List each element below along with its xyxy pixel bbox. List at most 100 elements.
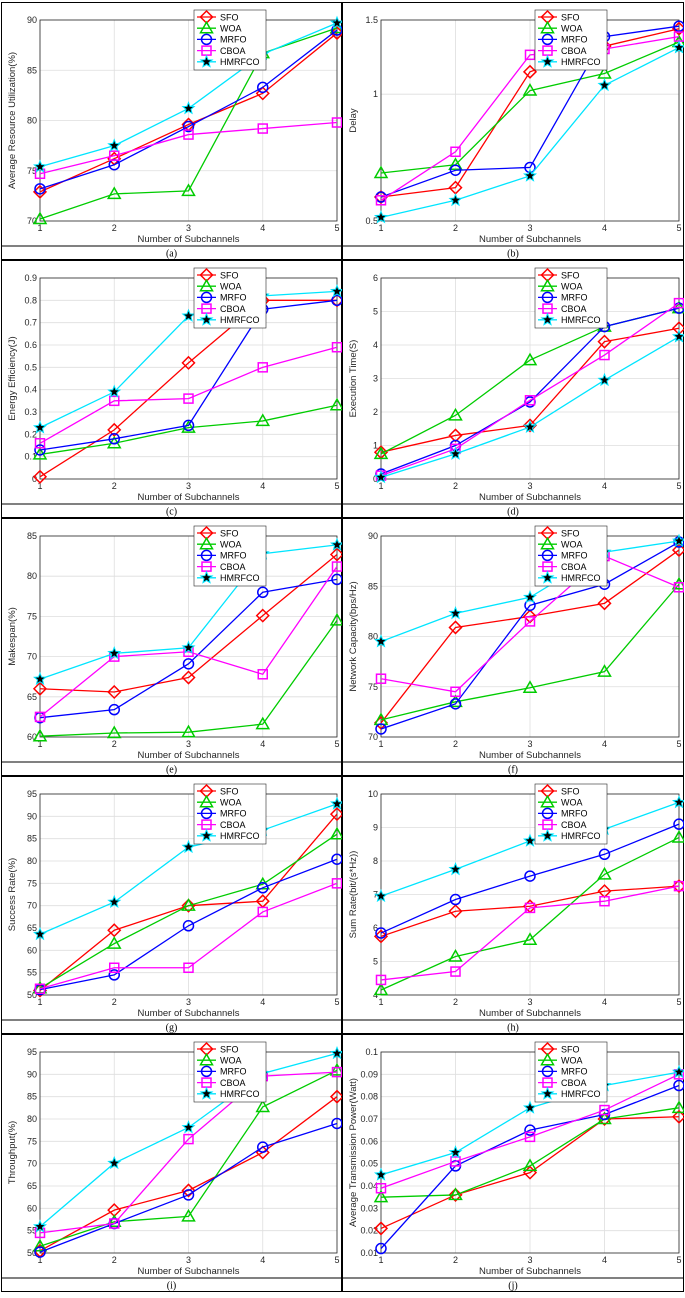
data-point-hmrfco <box>32 926 48 941</box>
legend-label-woa: WOA <box>561 540 583 550</box>
axes-box <box>380 277 680 480</box>
y-tick-label: 0.6 <box>24 340 37 350</box>
y-tick-label: 0.08 <box>360 1092 378 1102</box>
legend-label-hmrfco: HMRFCO <box>220 831 260 841</box>
legend-label-woa: WOA <box>220 1056 242 1066</box>
y-tick-label: 85 <box>368 581 378 591</box>
x-tick-label: 1 <box>378 739 383 749</box>
legend-label-hmrfco: HMRFCO <box>561 315 601 325</box>
y-axis-label: Network Capacity(bps/Hz) <box>348 581 359 691</box>
data-point-woa <box>522 83 538 96</box>
legend-marker-woa <box>540 1052 555 1066</box>
data-point-cboa <box>109 962 120 974</box>
series-line-mrfo <box>39 1122 338 1253</box>
legend-label-woa: WOA <box>220 24 242 34</box>
data-point-mrfo <box>449 164 462 176</box>
legend-marker-hmrfco <box>199 570 214 584</box>
series-line-sfo <box>380 1116 680 1230</box>
data-point-woa <box>32 728 48 742</box>
data-point-cboa <box>450 146 461 158</box>
x-tick-label: 2 <box>453 1255 458 1265</box>
panel-border <box>1 260 342 518</box>
data-point-cboa <box>331 878 342 889</box>
x-tick-label: 4 <box>260 223 265 233</box>
legend-marker-mrfo <box>200 807 213 820</box>
data-point-cboa <box>257 906 268 918</box>
x-tick-label: 1 <box>37 223 42 233</box>
data-point-woa <box>106 936 122 949</box>
legend-marker-woa <box>540 278 555 292</box>
series-line-cboa <box>39 566 338 718</box>
data-point-hmrfco <box>329 796 342 810</box>
data-point-woa <box>448 948 463 962</box>
data-point-sfo <box>329 547 342 562</box>
series-line-woa <box>380 1107 680 1198</box>
data-point-cboa <box>375 1182 387 1194</box>
data-point-mrfo <box>598 848 611 861</box>
panel-caption: (d) <box>507 507 519 518</box>
data-point-cboa <box>599 1104 610 1116</box>
x-tick-label: 4 <box>260 481 265 491</box>
series-mrfo <box>375 818 684 939</box>
series-line-woa <box>380 836 680 991</box>
legend-label-cboa: CBOA <box>220 1078 246 1088</box>
series-sfo <box>32 547 342 700</box>
data-point-hmrfco <box>373 469 389 484</box>
data-point-hmrfco <box>329 1045 342 1060</box>
legend-marker-mrfo <box>541 33 554 46</box>
x-tick-label: 4 <box>602 223 607 233</box>
data-point-sfo <box>181 898 196 913</box>
data-point-hmrfco <box>448 862 463 876</box>
series-line-woa <box>39 1069 338 1247</box>
data-point-mrfo <box>182 658 195 670</box>
legend-label-hmrfco: HMRFCO <box>561 573 601 583</box>
x-tick-label: 2 <box>112 223 117 233</box>
x-axis-label: Number of Subchannels <box>479 1266 581 1277</box>
panel-caption: (h) <box>507 1023 519 1034</box>
x-tick-labels: 1 2 3 4 5 <box>378 1255 681 1265</box>
series-line-mrfo <box>380 307 680 475</box>
x-tick-label: 3 <box>527 997 532 1007</box>
data-point-hmrfco <box>522 419 538 434</box>
series-line-mrfo <box>380 1084 680 1249</box>
data-point-cboa <box>109 395 120 407</box>
data-point-mrfo <box>257 882 269 894</box>
panel-border <box>1 1034 342 1292</box>
data-point-cboa <box>524 395 536 406</box>
data-point-mrfo <box>257 81 269 94</box>
data-point-hmrfco <box>181 308 196 322</box>
legend-label-cboa: CBOA <box>561 820 587 830</box>
legend-label-mrfo: MRFO <box>220 293 247 303</box>
y-tick-label: 55 <box>27 968 37 978</box>
legend-label-woa: WOA <box>561 798 583 808</box>
series-hmrfco <box>373 40 684 224</box>
series-line-cboa <box>380 35 680 201</box>
series-line-cboa <box>39 1071 338 1234</box>
data-point-hmrfco <box>522 833 538 847</box>
series-line-woa <box>39 27 338 220</box>
y-tick-label: 50 <box>27 990 37 1000</box>
data-point-woa <box>181 183 196 197</box>
x-tick-label: 5 <box>334 481 339 491</box>
x-tick-label: 3 <box>186 739 191 749</box>
y-tick-labels: 50 55 60 65 70 75 80 85 90 95 <box>27 1047 37 1258</box>
data-point-sfo <box>522 418 538 433</box>
data-point-mrfo <box>449 893 462 906</box>
y-tick-label: 10 <box>368 789 378 799</box>
legend-label-hmrfco: HMRFCO <box>220 1089 260 1099</box>
x-tick-label: 4 <box>260 739 265 749</box>
data-point-mrfo <box>108 433 120 445</box>
y-tick-label: 0.05 <box>360 1159 378 1169</box>
x-tick-label: 3 <box>186 997 191 1007</box>
x-tick-label: 5 <box>676 223 681 233</box>
x-axis-label: Number of Subchannels <box>138 234 240 245</box>
legend-label-sfo: SFO <box>220 270 239 280</box>
data-point-mrfo <box>182 920 195 932</box>
data-point-mrfo <box>331 573 342 586</box>
x-tick-label: 5 <box>676 481 681 491</box>
data-point-mrfo <box>375 1242 387 1255</box>
x-tick-label: 3 <box>186 481 191 491</box>
legend-marker-hmrfco <box>540 828 555 842</box>
